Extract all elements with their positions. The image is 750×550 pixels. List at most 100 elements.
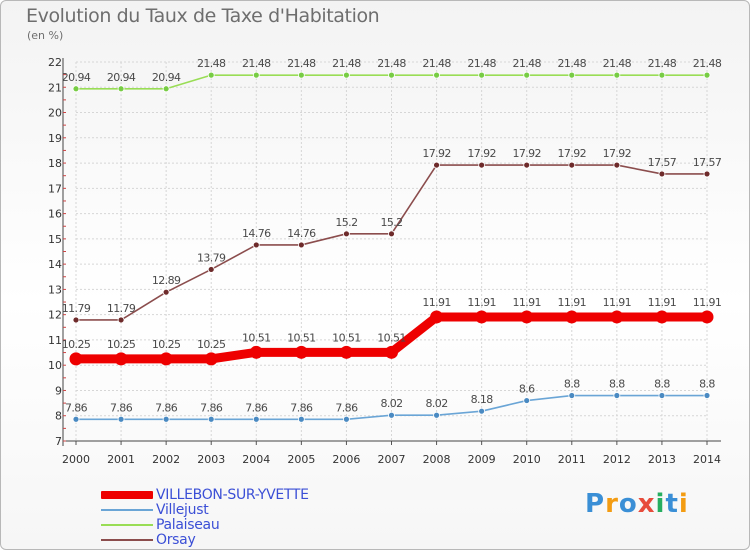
x-tick-label: 2005: [287, 453, 315, 466]
axes: 7 8 9 10 11 12 13 14 15 16 17 18 19 20 21 22 2000 2001 200…: [48, 56, 721, 466]
x-tick-label: 2006: [332, 453, 360, 466]
logo-letter: r: [605, 489, 619, 519]
data-label: 21.48: [422, 57, 451, 70]
legend-label: Palaiseau: [156, 516, 220, 533]
y-tick-label: 16: [48, 208, 62, 221]
data-label: 8.8: [564, 378, 580, 391]
data-label: 21.48: [332, 57, 361, 70]
data-point: [478, 71, 486, 79]
data-labels: 7.86 7.86 7.86 7.86 7.86 7.86 7.86 8.02 8.02 8.18…: [62, 57, 723, 414]
x-tick-label: 2001: [107, 453, 135, 466]
legend-label: VILLEBON-SUR-YVETTE: [156, 486, 309, 503]
data-label: 15.2: [380, 216, 402, 229]
data-label: 11.91: [422, 296, 451, 309]
data-point: [72, 316, 80, 324]
data-label: 10.51: [332, 331, 361, 344]
data-label: 8.02: [380, 397, 402, 410]
data-point: [613, 71, 621, 79]
y-tick-label: 15: [48, 233, 62, 246]
data-point: [478, 161, 486, 169]
data-label: 10.25: [107, 338, 136, 351]
y-tick-label: 11: [48, 334, 62, 347]
data-point: [613, 161, 621, 169]
data-label: 21.48: [197, 57, 226, 70]
data-point: [388, 411, 395, 419]
data-label: 8.8: [699, 378, 715, 391]
y-tick-label: 17: [48, 182, 62, 195]
y-tick-label: 22: [48, 56, 62, 69]
data-point: [523, 161, 531, 169]
data-point: [294, 345, 308, 359]
data-label: 12.89: [152, 274, 181, 287]
data-label: 10.51: [377, 331, 406, 344]
data-label: 11.79: [107, 302, 136, 315]
y-tick-label: 9: [55, 384, 62, 397]
data-label: 21.48: [603, 57, 632, 70]
data-label: 10.25: [152, 338, 181, 351]
data-point: [117, 85, 125, 93]
data-label: 7.86: [155, 401, 178, 414]
data-label: 21.48: [558, 57, 587, 70]
data-point: [568, 392, 576, 399]
data-label: 14.76: [242, 227, 271, 240]
data-point: [297, 415, 305, 423]
data-label: 17.92: [467, 147, 496, 160]
data-label: 7.86: [65, 401, 88, 414]
data-point: [703, 71, 711, 79]
x-tick-label: 2002: [152, 453, 180, 466]
data-label: 21.48: [693, 57, 722, 70]
y-tick-label: 12: [48, 309, 62, 322]
x-tick-label: 2009: [468, 453, 496, 466]
data-point: [568, 161, 576, 169]
legend-item-villebon[interactable]: VILLEBON-SUR-YVETTE: [101, 486, 309, 503]
data-label: 8.8: [609, 378, 625, 391]
data-label: 17.92: [603, 147, 632, 160]
data-label: 13.79: [197, 251, 226, 264]
data-point: [252, 71, 260, 79]
data-label: 21.48: [512, 57, 541, 70]
data-point: [343, 230, 350, 238]
data-label: 10.25: [62, 338, 91, 351]
data-label: 8.18: [471, 393, 494, 406]
data-label: 21.48: [648, 57, 677, 70]
x-tick-label: 2010: [513, 453, 541, 466]
data-point: [249, 345, 263, 359]
data-point: [207, 71, 215, 79]
y-tick-label: 14: [48, 258, 62, 271]
data-label: 10.25: [197, 338, 226, 351]
legend-item-villejust[interactable]: Villejust: [101, 502, 309, 518]
data-point: [72, 85, 80, 93]
x-tick-label: 2013: [648, 453, 676, 466]
data-label: 20.94: [107, 71, 136, 84]
data-point: [568, 71, 576, 79]
data-point: [69, 352, 83, 366]
data-label: 21.48: [242, 57, 271, 70]
data-point: [433, 411, 440, 419]
legend-item-orsay[interactable]: Orsay: [101, 532, 309, 548]
data-point: [114, 352, 128, 366]
legend-item-palaiseau[interactable]: Palaiseau: [101, 516, 309, 533]
data-label: 21.48: [287, 57, 316, 70]
data-point: [297, 241, 305, 249]
data-point: [478, 407, 486, 415]
data-label: 11.91: [558, 296, 587, 309]
data-label: 21.48: [467, 57, 496, 70]
data-label: 10.51: [287, 331, 316, 344]
data-point: [523, 71, 531, 79]
data-point: [162, 288, 170, 296]
data-label: 11.79: [62, 302, 91, 315]
y-tick-label: 7: [55, 435, 62, 448]
data-point: [520, 310, 534, 324]
data-label: 7.86: [200, 401, 223, 414]
data-label: 20.94: [62, 71, 91, 84]
chart-unit-label: (en %): [27, 29, 64, 42]
data-point: [207, 266, 215, 273]
data-label: 14.76: [287, 227, 316, 240]
x-tick-label: 2014: [693, 453, 721, 466]
y-tick-label: 19: [48, 132, 62, 145]
legend-swatch-orsay: [101, 532, 153, 547]
data-label: 17.57: [648, 156, 677, 169]
chart-title: Evolution du Taux de Taxe d'Habitation: [26, 5, 380, 27]
data-point: [162, 415, 170, 423]
data-point: [700, 310, 714, 324]
